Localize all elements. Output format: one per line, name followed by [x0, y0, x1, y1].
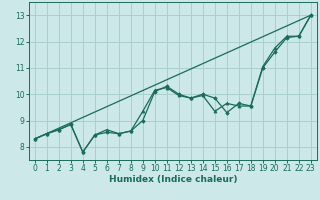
- X-axis label: Humidex (Indice chaleur): Humidex (Indice chaleur): [108, 175, 237, 184]
